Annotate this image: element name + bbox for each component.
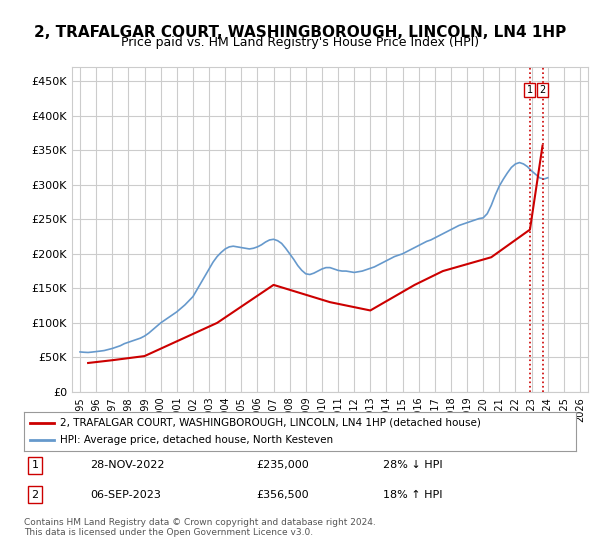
Text: 1: 1 [32,460,38,470]
Text: 1: 1 [527,85,533,95]
Text: 06-SEP-2023: 06-SEP-2023 [90,490,161,500]
Text: Contains HM Land Registry data © Crown copyright and database right 2024.
This d: Contains HM Land Registry data © Crown c… [24,518,376,538]
Text: 28% ↓ HPI: 28% ↓ HPI [383,460,442,470]
Text: HPI: Average price, detached house, North Kesteven: HPI: Average price, detached house, Nort… [60,435,333,445]
Text: 18% ↑ HPI: 18% ↑ HPI [383,490,442,500]
Text: £235,000: £235,000 [256,460,308,470]
Text: 2: 2 [31,490,38,500]
Text: 28-NOV-2022: 28-NOV-2022 [90,460,165,470]
Text: 2: 2 [539,85,545,95]
Text: £356,500: £356,500 [256,490,308,500]
Text: Price paid vs. HM Land Registry's House Price Index (HPI): Price paid vs. HM Land Registry's House … [121,36,479,49]
Text: 2, TRAFALGAR COURT, WASHINGBOROUGH, LINCOLN, LN4 1HP: 2, TRAFALGAR COURT, WASHINGBOROUGH, LINC… [34,25,566,40]
Text: 2, TRAFALGAR COURT, WASHINGBOROUGH, LINCOLN, LN4 1HP (detached house): 2, TRAFALGAR COURT, WASHINGBOROUGH, LINC… [60,418,481,428]
